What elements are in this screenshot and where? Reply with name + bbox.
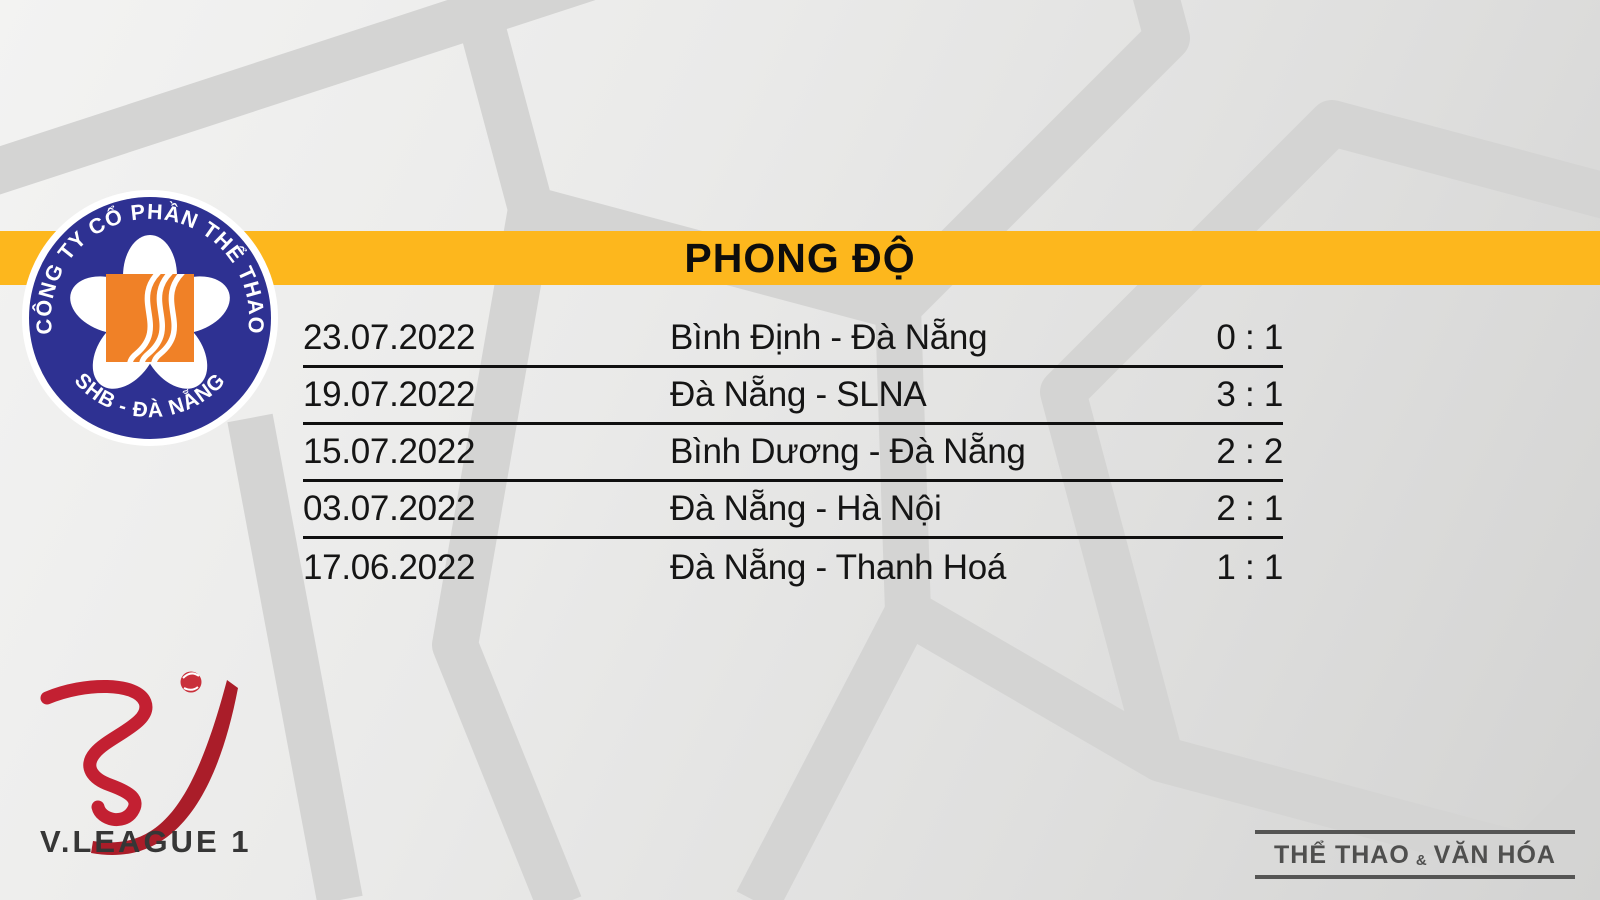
match-date: 15.07.2022	[303, 432, 476, 471]
brand-ampersand: &	[1415, 852, 1428, 869]
match-fixture: Đà Nẵng - SLNA	[670, 375, 927, 414]
vleague-wordmark: V.LEAGUE 1	[40, 824, 252, 859]
football-icon	[180, 671, 202, 693]
form-results-table: 23.07.2022 Bình Định - Đà Nẵng 0 : 1 19.…	[303, 311, 1283, 596]
shb-da-nang-badge: CÔNG TY CỔ PHẦN THỂ THAO SHB - ĐÀ NẴNG	[22, 190, 278, 446]
brand-divider-top	[1255, 830, 1575, 834]
match-row: 03.07.2022 Đà Nẵng - Hà Nội 2 : 1	[303, 482, 1283, 539]
match-date: 19.07.2022	[303, 375, 476, 414]
brand-divider-bottom	[1255, 875, 1575, 879]
match-row: 17.06.2022 Đà Nẵng - Thanh Hoá 1 : 1	[303, 539, 1283, 596]
brand-text-left: THỂ THAO	[1274, 840, 1410, 869]
badge-s-mark	[127, 274, 186, 362]
section-title: PHONG ĐỘ	[684, 234, 916, 281]
match-date: 17.06.2022	[303, 547, 476, 587]
match-row: 15.07.2022 Bình Dương - Đà Nẵng 2 : 2	[303, 425, 1283, 482]
match-fixture: Đà Nẵng - Thanh Hoá	[670, 547, 1007, 587]
match-score: 3 : 1	[1216, 375, 1283, 414]
match-fixture: Bình Dương - Đà Nẵng	[670, 432, 1026, 471]
match-date: 03.07.2022	[303, 489, 476, 528]
match-score: 1 : 1	[1216, 547, 1283, 587]
match-score: 0 : 1	[1216, 318, 1283, 357]
match-fixture: Bình Định - Đà Nẵng	[670, 318, 988, 357]
match-fixture: Đà Nẵng - Hà Nội	[670, 489, 942, 528]
match-score: 2 : 1	[1216, 489, 1283, 528]
section-banner: PHONG ĐỘ	[0, 231, 1600, 285]
brand-footer: THỂ THAO & VĂN HÓA	[1255, 830, 1575, 879]
vleague-swoosh-icon	[40, 671, 238, 856]
brand-text-right: VĂN HÓA	[1433, 840, 1556, 869]
match-row: 23.07.2022 Bình Định - Đà Nẵng 0 : 1	[303, 311, 1283, 368]
match-date: 23.07.2022	[303, 318, 476, 357]
match-row: 19.07.2022 Đà Nẵng - SLNA 3 : 1	[303, 368, 1283, 425]
match-score: 2 : 2	[1216, 432, 1283, 471]
